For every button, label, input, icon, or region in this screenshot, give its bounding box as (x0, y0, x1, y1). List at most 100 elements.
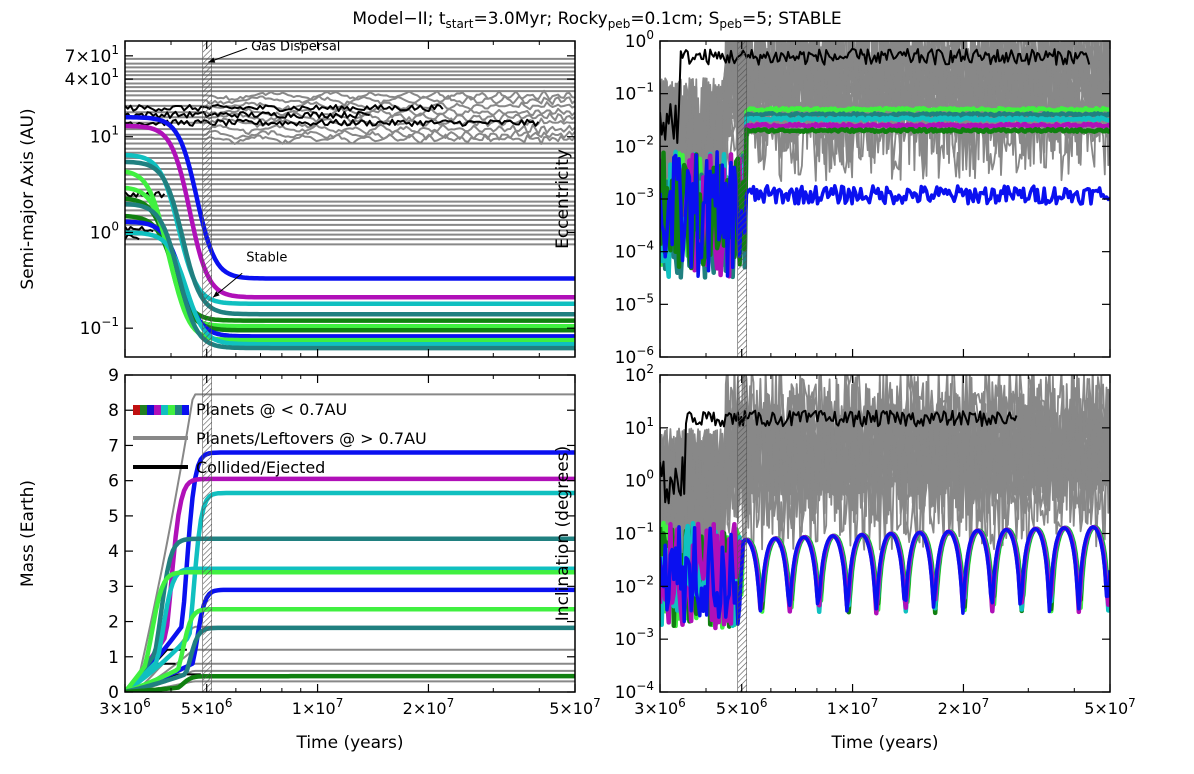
y-tick-label: 10−3 (615, 186, 654, 210)
annotation-text: Gas Dispersal (251, 39, 340, 54)
y-tick-label: 100 (625, 468, 654, 492)
plot-area-mass (125, 393, 575, 692)
series-line-planet-blue (660, 525, 1110, 626)
x-tick-label: 5×107 (549, 696, 601, 718)
y-tick-label: 100 (625, 28, 654, 52)
x-axis-label: Time (years) (830, 733, 938, 753)
y-axis-label: Semi-major Axis (AU) (18, 108, 38, 289)
annotation-text: Stable (246, 250, 287, 265)
legend-swatch-multicolor (182, 405, 189, 415)
x-tick-label: 3×106 (634, 696, 686, 718)
title-part: =5; STABLE (742, 9, 842, 29)
y-tick-label: 1 (108, 648, 119, 668)
series-line-planet-green (125, 196, 575, 323)
series-line-gray (125, 648, 575, 692)
series-line-planet-teal (125, 159, 575, 317)
series-line-planet-blue (125, 115, 575, 281)
series-line-planet-teal (125, 625, 575, 692)
y-tick-label: 9 (108, 366, 119, 386)
series-line-planet-blue (125, 587, 575, 692)
series-line-gray (125, 112, 575, 123)
panel-eccentricity: 10−6 10−5 10−4 10−3 10−2 10−1 100 Eccentricity (553, 28, 1111, 368)
figure-title: Model−II; tstart=3.0Myr; Rockypeb=0.1cm;… (352, 9, 841, 31)
x-tick-label: 5×106 (716, 696, 768, 718)
series-line-planet-blue (125, 450, 575, 692)
y-tick-label: 10−4 (615, 679, 654, 703)
y-tick-label: 100 (90, 219, 119, 243)
legend-swatch-multicolor (140, 405, 147, 415)
legend-swatch-multicolor (133, 405, 140, 415)
y-tick-label: 10−3 (615, 626, 654, 650)
series-line-planet-magenta (125, 476, 575, 692)
series-line-gray (125, 100, 575, 112)
series-line-gray (125, 662, 575, 692)
legend-swatch-multicolor (175, 405, 182, 415)
series-line-collided (125, 110, 370, 119)
series-line-planet-lime (125, 606, 575, 692)
series-line-planet-blue (660, 150, 1110, 278)
series-line-planet-teal (125, 201, 575, 351)
title-subscript: start (446, 17, 474, 31)
legend-swatch-multicolor (168, 405, 175, 415)
plot-area-inclination (660, 375, 1110, 631)
x-tick-label: 5×106 (181, 696, 233, 718)
series-line-gray (125, 680, 575, 692)
series-line-gray (125, 123, 575, 135)
series-line-planet-cyan (125, 230, 575, 347)
y-tick-label: 101 (90, 124, 119, 148)
series-line-collided (125, 226, 154, 233)
legend: Planets @ < 0.7AU Planets/Leftovers @ > 0… (133, 400, 427, 477)
y-tick-label: 10−4 (615, 239, 654, 263)
title-part: =3.0Myr; Rocky (473, 9, 607, 29)
y-tick-label: 6 (108, 472, 119, 492)
title-subscript: peb (719, 17, 742, 31)
y-tick-label: 10−1 (615, 81, 654, 105)
legend-label: Collided/Ejected (196, 458, 325, 477)
gas-dispersal-band (737, 40, 748, 358)
legend-swatch-multicolor (154, 405, 161, 415)
legend-label: Planets/Leftovers @ > 0.7AU (196, 429, 427, 448)
y-tick-label: 2 (108, 613, 119, 633)
legend-swatch-multicolor (161, 405, 168, 415)
series-line-planet-magenta (125, 123, 575, 300)
series-line-gray (660, 428, 1110, 559)
x-tick-label: 1×107 (292, 696, 344, 718)
y-tick-label: 5 (108, 507, 119, 527)
y-axis-label: Inclination (degrees) (553, 446, 573, 621)
panel-mass: 3×106 5×106 1×107 2×107 5×107 0 1 2 3 4 5 6 7 8 9 Mass … (18, 366, 601, 753)
y-tick-label: 8 (108, 401, 119, 421)
axes-frame (124, 40, 576, 358)
series-line-collided (125, 233, 140, 241)
axes-frame (124, 374, 576, 693)
y-tick-label: 10−2 (615, 133, 654, 157)
plot-area-eccentricity (660, 41, 1110, 280)
x-axis-label: Time (years) (295, 733, 403, 753)
y-tick-label: 10−1 (615, 521, 654, 545)
series-line-gray (125, 393, 575, 692)
y-tick-label: 4 (108, 542, 119, 562)
y-tick-label: 10−2 (615, 573, 654, 597)
x-tick-label: 2×107 (403, 696, 455, 718)
annotation-arrow (208, 47, 248, 63)
series-line-planet-green (125, 673, 575, 692)
series-line-planet-cyan (125, 566, 575, 692)
y-axis-label: Mass (Earth) (18, 480, 38, 587)
y-tick-label: 10−1 (80, 315, 119, 339)
series-line-collided (660, 48, 1091, 144)
legend-label: Planets @ < 0.7AU (196, 400, 347, 419)
series-line-gray (125, 669, 575, 692)
y-tick-label: 0 (108, 683, 119, 703)
title-part: Model−II; t (352, 9, 445, 29)
y-tick-label: 102 (625, 362, 654, 386)
panel-inclination: 3×106 5×106 1×107 2×107 5×107 10−4 10−3 10−2 10−… (553, 362, 1136, 753)
x-tick-label: 1×107 (827, 696, 879, 718)
series-line-gray (125, 89, 575, 101)
plot-area-semi-major-axis (125, 57, 575, 351)
annotation-arrowhead (208, 57, 216, 63)
title-subscript: peb (608, 17, 631, 31)
series-line-collided (125, 103, 444, 113)
y-axis-label: Eccentricity (553, 149, 573, 249)
x-tick-label: 3×106 (99, 696, 151, 718)
